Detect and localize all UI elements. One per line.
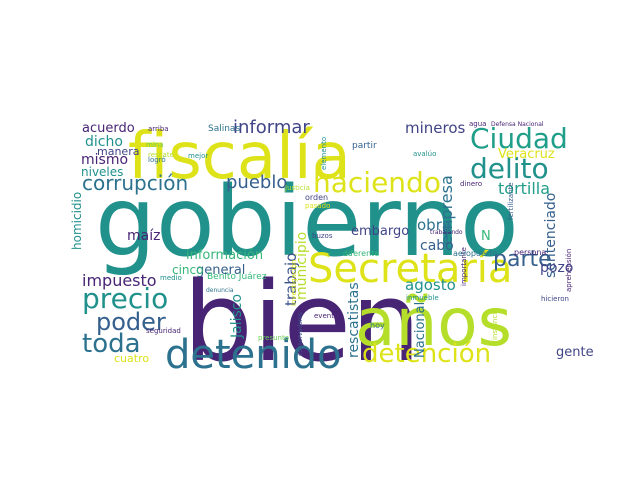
word-56: agua xyxy=(469,120,486,128)
word-24: trabajo xyxy=(282,253,300,306)
word-81: hoy xyxy=(370,321,385,330)
word-42: niveles xyxy=(81,165,123,179)
word-62: buzos xyxy=(312,232,333,240)
word-72: aeropuerto xyxy=(453,249,497,258)
word-16: parte xyxy=(493,247,552,272)
word-76: aprehensión xyxy=(565,249,573,292)
word-55: avalúo xyxy=(413,150,436,158)
word-33: cabo xyxy=(420,238,454,254)
word-21: Veracruz xyxy=(498,147,555,162)
word-71: diferente xyxy=(343,249,379,258)
word-54: elemento xyxy=(320,137,328,170)
word-37: general xyxy=(196,263,245,278)
word-70: cuánto xyxy=(328,250,352,258)
word-51: logró xyxy=(148,156,166,164)
word-34: pozo xyxy=(540,260,573,276)
word-43: manera xyxy=(97,145,139,158)
word-32: obra xyxy=(417,216,451,234)
word-77: seguridad xyxy=(146,327,181,335)
word-3: fiscalía xyxy=(128,120,351,194)
word-60: pasado xyxy=(305,202,330,210)
word-1: gobierno xyxy=(95,166,519,278)
word-73: persona xyxy=(514,248,546,257)
word-19: mineros xyxy=(405,119,466,137)
word-4: años xyxy=(355,284,512,361)
word-23: municipio xyxy=(294,232,310,300)
word-67: medio xyxy=(160,274,182,282)
word-45: cuatro xyxy=(114,352,149,365)
word-47: Salinas xyxy=(208,124,240,134)
word-49: mina xyxy=(146,141,164,149)
word-9: toda xyxy=(82,329,141,359)
word-8: precio xyxy=(82,282,168,315)
word-75: hicieron xyxy=(541,295,569,303)
word-50: rescate xyxy=(148,151,174,159)
word-2: bien xyxy=(183,258,421,386)
word-26: rescatistas xyxy=(346,282,362,358)
word-66: Benito Juárez xyxy=(207,272,267,282)
word-65: importante xyxy=(460,247,468,286)
word-63: trabajando xyxy=(430,229,463,236)
word-79: evento xyxy=(314,312,338,320)
word-80: presunto xyxy=(258,334,289,342)
word-28: agosto xyxy=(405,276,456,294)
word-36: maíz xyxy=(127,228,160,244)
word-14: informar xyxy=(233,117,310,138)
word-17: pueblo xyxy=(226,172,287,193)
word-68: denuncia xyxy=(206,287,234,294)
word-10: poder xyxy=(96,308,166,336)
word-35: embargo xyxy=(351,224,409,239)
word-20: empresa xyxy=(437,175,456,245)
word-27: Nacional xyxy=(413,302,428,358)
word-74: inmueble xyxy=(406,294,439,302)
word-82: instancia xyxy=(491,308,499,340)
word-12: delito xyxy=(470,152,549,185)
word-30: información xyxy=(186,248,263,263)
word-64: fertilizante xyxy=(507,182,515,220)
word-52: mejor xyxy=(188,152,208,160)
word-11: Ciudad xyxy=(470,122,568,155)
word-22: sentenciado xyxy=(543,193,559,278)
word-29: impuesto xyxy=(82,271,157,290)
word-57: Defensa Nacional xyxy=(491,121,544,128)
word-13: haciendo xyxy=(313,166,441,199)
word-46: N xyxy=(481,229,491,244)
word-53: partir xyxy=(352,141,377,151)
word-39: acuerdo xyxy=(82,121,135,136)
word-44: gente xyxy=(556,345,594,360)
word-41: mismo xyxy=(81,152,128,168)
word-48: arriba xyxy=(148,125,169,133)
word-31: homicidio xyxy=(70,192,84,250)
word-58: dinero xyxy=(460,180,482,188)
word-7: detención xyxy=(362,339,491,369)
word-18: tortilla xyxy=(498,179,550,198)
word-15: corrupción xyxy=(82,171,188,195)
word-5: Secretaría xyxy=(308,246,512,292)
word-38: cinco xyxy=(172,263,203,277)
word-6: detenido xyxy=(165,332,342,378)
word-59: orden xyxy=(305,193,328,202)
word-40: dicho xyxy=(85,134,123,150)
word-61: Justicia xyxy=(284,184,310,192)
word-78: conservadores xyxy=(297,312,304,356)
word-69: investigación xyxy=(290,260,298,306)
word-25: Jalisco xyxy=(229,294,245,339)
